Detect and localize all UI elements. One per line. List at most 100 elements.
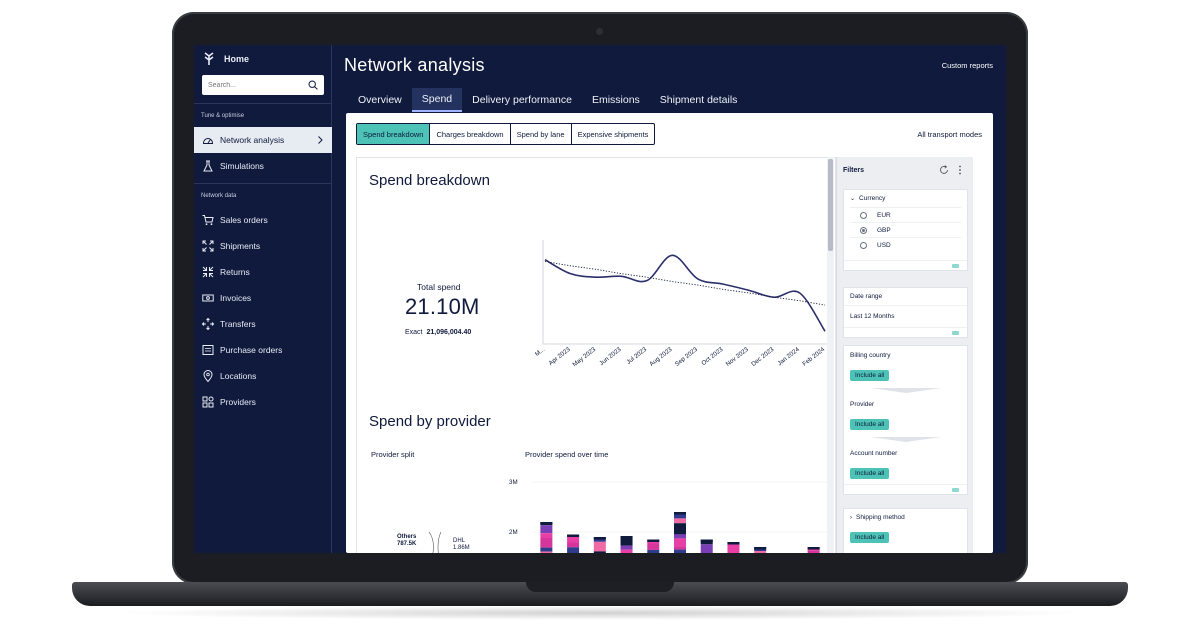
currency-option-eur[interactable]: EUR xyxy=(850,207,961,222)
sidebar-item-locations[interactable]: Locations xyxy=(194,363,332,389)
sidebar-divider xyxy=(194,103,332,104)
sidebar-item-transfers[interactable]: Transfers xyxy=(194,311,332,337)
billing-country-include-all-button[interactable]: Include all xyxy=(850,370,890,381)
sidebar-item-label: Shipments xyxy=(220,241,261,251)
laptop-shadow xyxy=(110,606,1090,620)
bar-segment xyxy=(540,547,553,552)
bar-segment xyxy=(754,551,767,553)
sidebar-item-sales-orders[interactable]: Sales orders xyxy=(194,207,332,233)
tab-delivery-performance[interactable]: Delivery performance xyxy=(472,94,572,106)
scrollbar-thumb[interactable] xyxy=(828,159,833,251)
document-icon xyxy=(202,345,214,355)
provider-spend-bar-chart: 3M2M1M xyxy=(509,479,827,553)
donut-label-others: Others xyxy=(397,534,417,540)
x-tick-label: May 2023 xyxy=(571,346,597,369)
bar-segment xyxy=(567,547,580,553)
reset-icon[interactable] xyxy=(939,165,949,175)
search-box[interactable] xyxy=(202,75,324,95)
subtab-charges-breakdown[interactable]: Charges breakdown xyxy=(430,124,511,144)
bar-cap xyxy=(727,542,740,545)
sidebar-item-returns[interactable]: Returns xyxy=(194,259,332,285)
search-input[interactable] xyxy=(208,81,308,89)
chevron-right-icon xyxy=(318,136,323,144)
custom-reports-link[interactable]: Custom reports xyxy=(941,61,993,70)
sidebar-item-simulations[interactable]: Simulations xyxy=(194,153,332,179)
bar-cap xyxy=(700,539,713,542)
screen: Home Tune & optimise Network analysis xyxy=(194,45,1006,553)
x-tick-label: Aug 2023 xyxy=(648,346,674,368)
tab-emissions[interactable]: Emissions xyxy=(591,94,640,106)
chevron-down-icon: ⌄ xyxy=(850,196,856,202)
x-tick-label: Feb 2024 xyxy=(801,346,826,368)
filters-title: Filters xyxy=(843,167,865,174)
transport-modes-selector[interactable]: All transport modes xyxy=(917,130,982,139)
bar-cap xyxy=(647,539,660,542)
radio-button[interactable] xyxy=(860,211,867,219)
bar-segment xyxy=(620,545,633,550)
x-tick-label: Dec 2023 xyxy=(750,346,776,368)
bar-segment xyxy=(674,534,686,539)
provider-include-all-button[interactable]: Include all xyxy=(850,419,890,430)
spend-by-provider-title: Spend by provider xyxy=(369,413,491,430)
account-number-include-all-button[interactable]: Include all xyxy=(850,468,890,479)
cart-icon xyxy=(202,215,214,226)
bar-segment xyxy=(540,533,553,538)
filter-billing-country-label: Billing country xyxy=(850,352,891,359)
bar-segment xyxy=(593,551,606,553)
sidebar-item-providers[interactable]: Providers xyxy=(194,389,332,415)
bar-segment xyxy=(593,541,606,552)
bar-segment xyxy=(540,538,553,548)
x-tick-label: Oct 2023 xyxy=(700,346,725,367)
filter-shipping-method-header[interactable]: › Shipping method xyxy=(844,509,967,526)
report-scrollbar[interactable] xyxy=(827,157,834,553)
logo-icon xyxy=(204,52,214,65)
filter-card-footer xyxy=(844,260,967,270)
sidebar-item-network-analysis[interactable]: Network analysis xyxy=(194,127,332,153)
sidebar-item-label: Sales orders xyxy=(220,215,268,225)
banknote-icon xyxy=(202,294,214,302)
currency-option-gbp[interactable]: GBP xyxy=(850,222,961,237)
sidebar-item-invoices[interactable]: Invoices xyxy=(194,285,332,311)
bar-segment xyxy=(540,525,553,534)
trend-line xyxy=(544,261,826,306)
boxes-icon xyxy=(202,396,214,408)
subtab-expensive-shipments[interactable]: Expensive shipments xyxy=(577,129,649,139)
radio-button-selected[interactable] xyxy=(860,226,867,234)
tab-overview[interactable]: Overview xyxy=(358,94,402,106)
transfer-arrows-icon xyxy=(202,318,214,330)
donut-edge xyxy=(437,532,442,553)
exact-value: 21,096,004.40 xyxy=(426,329,472,336)
spacer xyxy=(844,252,967,260)
sidebar: Home Tune & optimise Network analysis xyxy=(194,45,332,553)
home-link[interactable]: Home xyxy=(202,51,249,67)
pin-icon xyxy=(203,370,213,382)
date-range-value[interactable]: Last 12 Months xyxy=(844,305,967,327)
sidebar-item-purchase-orders[interactable]: Purchase orders xyxy=(194,337,332,363)
sidebar-item-shipments[interactable]: Shipments xyxy=(194,233,332,259)
bar-cap xyxy=(593,537,606,540)
bar-cap xyxy=(540,522,553,525)
x-tick-label: Apr 2023 xyxy=(548,346,573,367)
shipping-method-include-all-button[interactable]: Include all xyxy=(850,532,890,543)
tab-shipment-details[interactable]: Shipment details xyxy=(659,94,738,106)
subtab-spend-breakdown[interactable]: Spend breakdown xyxy=(357,124,431,144)
currency-option-label: EUR xyxy=(877,211,891,219)
search-icon[interactable] xyxy=(308,80,318,90)
donut-value-dhl: 1.86M xyxy=(453,545,470,551)
radio-button[interactable] xyxy=(860,241,867,249)
subtab-spend-by-lane[interactable]: Spend by lane xyxy=(511,124,572,144)
spend-breakdown-title: Spend breakdown xyxy=(369,172,490,189)
filter-card-footer xyxy=(844,327,967,337)
report-body: Spend breakdown Total spend 21.10M Exact… xyxy=(356,157,836,553)
more-vertical-icon[interactable] xyxy=(955,165,965,175)
page-title: Network analysis xyxy=(344,55,485,75)
home-label: Home xyxy=(224,54,250,64)
filter-date-range-label: Date range xyxy=(850,293,883,300)
x-tick-label: Sep 2023 xyxy=(674,346,700,368)
currency-option-label: USD xyxy=(877,241,891,249)
filter-currency-header[interactable]: ⌄ Currency xyxy=(844,190,967,207)
exact-spend: Exact 21,096,004.40 xyxy=(405,329,471,336)
tab-spend[interactable]: Spend xyxy=(411,88,463,112)
flask-icon xyxy=(203,160,213,172)
currency-option-usd[interactable]: USD xyxy=(850,237,961,252)
